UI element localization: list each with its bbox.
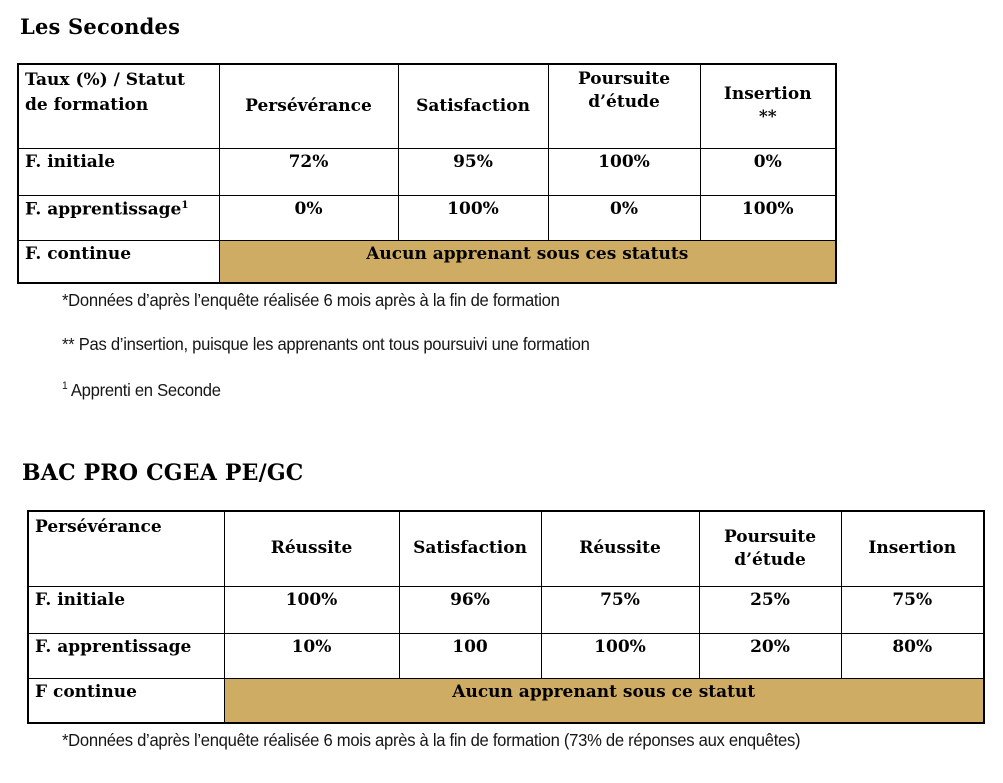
- header-cell-satisfaction: Satisfaction: [398, 510, 542, 587]
- value-cell: 0%: [547, 194, 701, 241]
- row-label-f-apprentissage: F. apprentissage: [27, 632, 225, 679]
- value-cell: 75%: [840, 585, 985, 634]
- header-cell-reussite-2: Réussite: [540, 510, 700, 587]
- value-cell: 25%: [698, 585, 842, 634]
- value-cell: 0%: [218, 194, 399, 241]
- value-cell: 80%: [840, 632, 985, 679]
- insertion-label: Insertion: [723, 84, 812, 105]
- value-cell: 75%: [540, 585, 700, 634]
- value-cell: 20%: [698, 632, 842, 679]
- table-row: F. initiale 100% 96% 75% 25% 75%: [27, 585, 985, 634]
- footnote-no-insertion: ** Pas d’insertion, puisque les apprenan…: [62, 334, 590, 354]
- row-label-f-initiale: F. initiale: [27, 585, 225, 634]
- header-cell-taux-statut: Taux (%) / Statut de formation: [17, 63, 220, 149]
- value-cell: 72%: [218, 147, 399, 196]
- table-row: F. initiale 72% 95% 100% 0%: [17, 147, 837, 196]
- bacpro-header-row: Persévérance Réussite Satisfaction Réuss…: [27, 510, 985, 587]
- footnote-apprenti: 1 Apprenti en Seconde: [62, 372, 221, 405]
- value-cell: 100%: [547, 147, 701, 196]
- value-cell: 0%: [699, 147, 837, 196]
- value-cell: 10%: [223, 632, 400, 679]
- table-row: F. continue Aucun apprenant sous ces sta…: [17, 239, 837, 284]
- footnote-survey-secondes: *Données d’après l’enquête réalisée 6 mo…: [62, 290, 560, 310]
- merged-status-cell: Aucun apprenant sous ce statut: [223, 677, 985, 724]
- value-cell: 100%: [699, 194, 837, 241]
- merged-status-cell: Aucun apprenant sous ces statuts: [218, 239, 837, 284]
- secondes-table: Taux (%) / Statut de formation Persévéra…: [17, 63, 837, 284]
- value-cell: 100: [398, 632, 542, 679]
- header-cell-poursuite-etude: Poursuite d’étude: [547, 63, 701, 149]
- value-cell: 100%: [223, 585, 400, 634]
- bacpro-table: Persévérance Réussite Satisfaction Réuss…: [27, 510, 985, 724]
- row-label-f-initiale: F. initiale: [17, 147, 220, 196]
- insertion-asterisks: **: [758, 107, 777, 128]
- footnote-text: Apprenti en Seconde: [67, 379, 221, 400]
- row-label-text: F. apprentissage: [25, 199, 182, 220]
- section-title-bac-pro: BAC PRO CGEA PE/GC: [22, 460, 304, 486]
- table-row: F continue Aucun apprenant sous ce statu…: [27, 677, 985, 724]
- footnote-ref-superscript: 1: [181, 198, 189, 211]
- section-title-les-secondes: Les Secondes: [20, 14, 181, 39]
- header-cell-perseverance: Persévérance: [218, 63, 399, 149]
- footnote-superscript: 1: [62, 380, 68, 392]
- value-cell: 100%: [540, 632, 700, 679]
- header-cell-poursuite-etude: Poursuite d’étude: [698, 510, 842, 587]
- secondes-header-row: Taux (%) / Statut de formation Persévéra…: [17, 63, 837, 149]
- header-cell-perseverance: Persévérance: [27, 510, 225, 587]
- value-cell: 96%: [398, 585, 542, 634]
- header-cell-insertion: Insertion **: [699, 63, 837, 149]
- row-label-f-apprentissage: F. apprentissage1: [17, 194, 220, 241]
- row-label-f-continue: F. continue: [17, 239, 220, 284]
- value-cell: 95%: [397, 147, 549, 196]
- table-row: F. apprentissage 10% 100 100% 20% 80%: [27, 632, 985, 679]
- footnote-survey-bacpro: *Données d’après l’enquête réalisée 6 mo…: [62, 730, 801, 750]
- value-cell: 100%: [397, 194, 549, 241]
- table-row: F. apprentissage1 0% 100% 0% 100%: [17, 194, 837, 241]
- header-cell-reussite-1: Réussite: [223, 510, 400, 587]
- header-cell-insertion: Insertion: [840, 510, 985, 587]
- row-label-f-continue: F continue: [27, 677, 225, 724]
- header-cell-satisfaction: Satisfaction: [397, 63, 549, 149]
